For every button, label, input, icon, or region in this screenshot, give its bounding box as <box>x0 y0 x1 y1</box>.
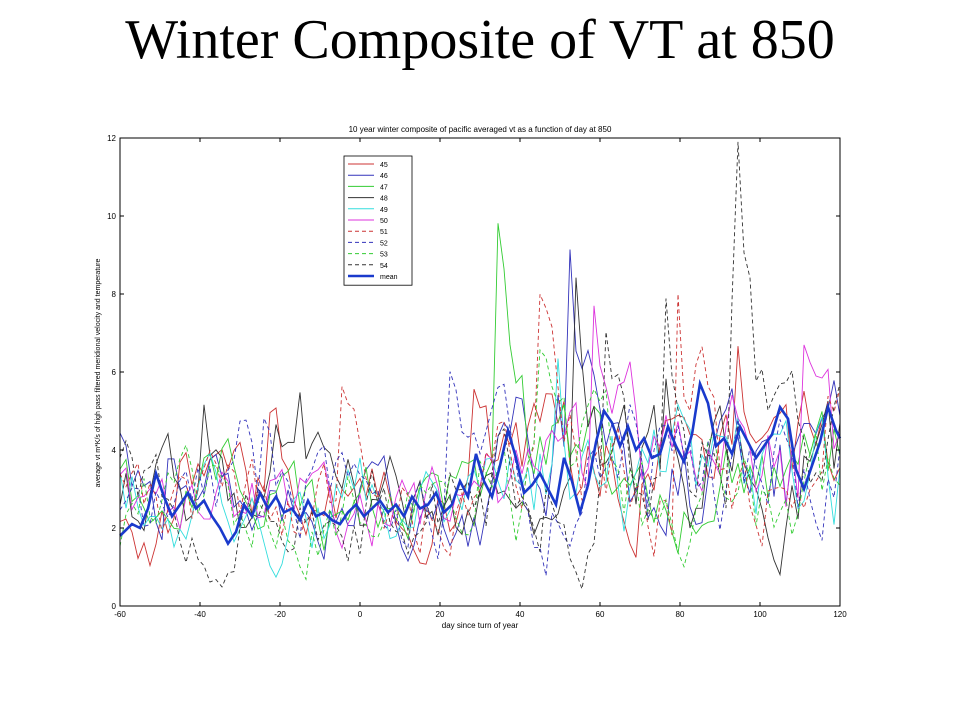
series-line-47 <box>119 223 841 554</box>
series-line-51 <box>119 293 841 557</box>
slide-title: Winter Composite of VT at 850 <box>125 9 835 71</box>
y-tick-label: 2 <box>112 524 117 533</box>
y-tick-label: 8 <box>112 290 117 299</box>
chart-title: 10 year winter composite of pacific aver… <box>349 125 612 134</box>
legend-box <box>343 155 413 286</box>
plot-area <box>119 141 842 591</box>
legend-label-54: 54 <box>380 263 388 270</box>
series-line-48 <box>119 277 841 577</box>
legend-label-mean: mean <box>380 274 398 281</box>
legend-label-45: 45 <box>380 162 388 169</box>
series-line-52 <box>119 371 841 576</box>
legend-label-51: 51 <box>380 229 388 236</box>
x-tick-label: 120 <box>833 610 847 619</box>
plot-frame <box>119 137 841 607</box>
x-tick-label: -40 <box>194 610 206 619</box>
series-line-54 <box>119 141 841 591</box>
x-tick-label: -20 <box>274 610 286 619</box>
x-tick-label: -60 <box>114 610 126 619</box>
x-tick-label: 20 <box>436 610 445 619</box>
series-line-46 <box>119 249 841 563</box>
legend: 45 46 47 48 49 50 51 52 53 54 mean <box>343 155 413 286</box>
y-tick-label: 0 <box>112 602 117 611</box>
x-tick-label: 60 <box>596 610 605 619</box>
series-line-mean <box>119 378 842 547</box>
x-axis-label: day since turn of year <box>442 621 519 630</box>
y-axis-label: average vt m*K/s of high pass filtered m… <box>95 259 102 488</box>
legend-label-50: 50 <box>380 218 388 225</box>
x-tick-label: 40 <box>516 610 525 619</box>
x-tick-label: 80 <box>676 610 685 619</box>
legend-label-49: 49 <box>380 207 388 214</box>
legend-label-48: 48 <box>380 196 388 203</box>
legend-label-46: 46 <box>380 173 388 180</box>
x-tick-label: 100 <box>753 610 767 619</box>
y-tick-label: 6 <box>112 368 117 377</box>
legend-label-53: 53 <box>380 252 388 259</box>
y-tick-label: 10 <box>107 212 116 221</box>
y-tick-label: 12 <box>107 134 116 143</box>
x-tick-label: 0 <box>358 610 363 619</box>
series-line-53 <box>119 348 841 581</box>
y-tick-label: 4 <box>112 446 117 455</box>
legend-label-52: 52 <box>380 240 388 247</box>
series-line-50 <box>119 305 841 550</box>
legend-label-47: 47 <box>380 184 388 191</box>
